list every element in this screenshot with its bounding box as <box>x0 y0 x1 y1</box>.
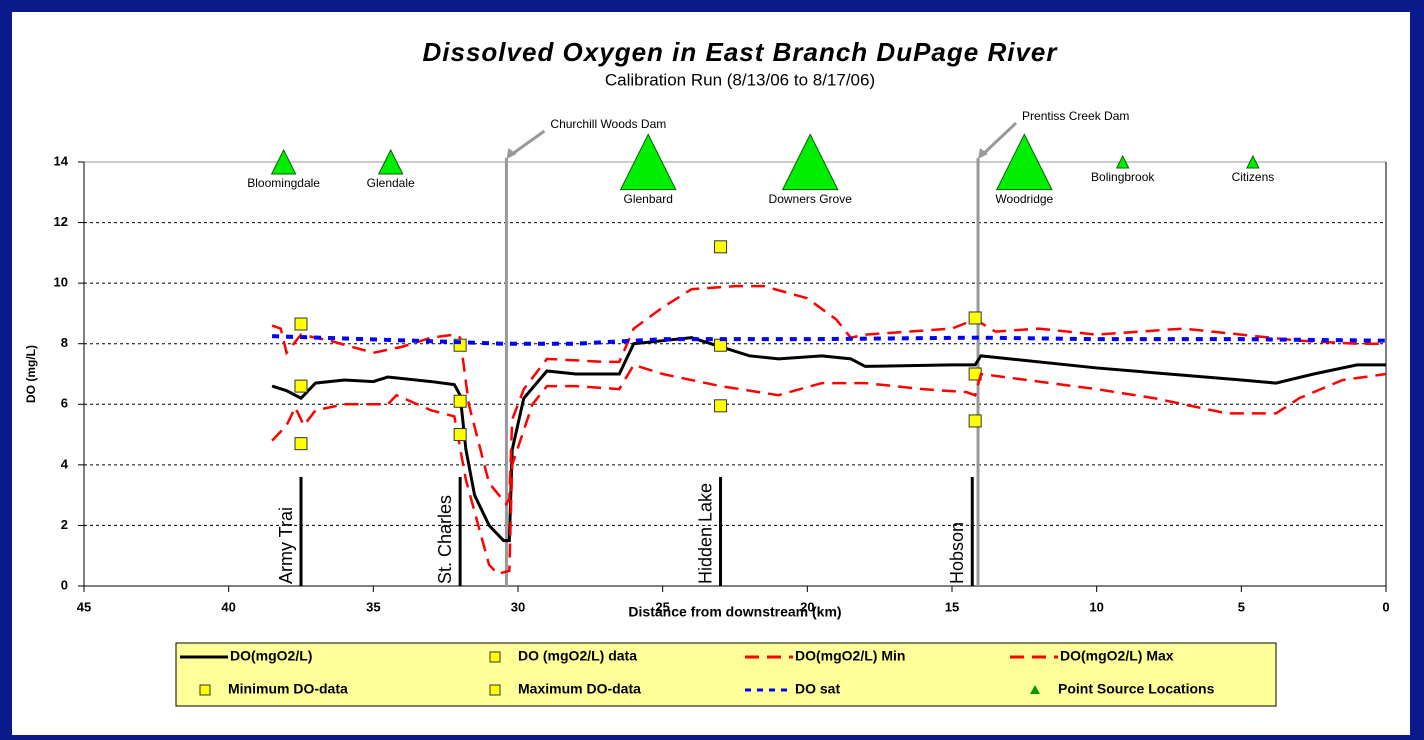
triangle-marker <box>377 148 404 175</box>
x-tick-label: 15 <box>945 599 959 614</box>
point-source-label: Bolingbrook <box>1091 170 1155 184</box>
legend-label: Maximum DO-data <box>518 681 641 697</box>
x-tick-label: 30 <box>511 599 525 614</box>
triangle-marker <box>995 133 1053 191</box>
x-tick-label: 10 <box>1089 599 1103 614</box>
line-series <box>271 336 1386 543</box>
chart-title: Dissolved Oxygen in East Branch DuPage R… <box>423 37 1059 67</box>
line-series <box>271 363 1387 576</box>
point-source-label: Downers Grove <box>769 192 853 206</box>
line-series <box>272 334 1387 346</box>
legend-box <box>175 642 1277 707</box>
x-tick-label: 0 <box>1382 599 1389 614</box>
x-tick-label: 5 <box>1238 599 1245 614</box>
square-marker <box>294 437 308 451</box>
y-tick-label: 2 <box>61 517 68 532</box>
point-source-label: Bloomingdale <box>247 176 320 190</box>
y-tick-label: 6 <box>61 396 68 411</box>
square-marker <box>294 317 308 331</box>
y-tick-label: 4 <box>61 456 69 471</box>
triangle-marker <box>781 133 839 191</box>
square-marker <box>968 311 982 325</box>
y-tick-label: 12 <box>54 214 68 229</box>
square-marker <box>294 379 308 393</box>
legend-symbol <box>199 684 211 696</box>
legend-label: Point Source Locations <box>1058 681 1215 697</box>
square-marker <box>453 428 467 442</box>
x-tick-label: 40 <box>221 599 235 614</box>
y-tick-label: 14 <box>54 153 69 168</box>
legend-symbol <box>1030 685 1040 694</box>
point-source-label: Glendale <box>367 176 415 190</box>
dam-label: Prentiss Creek Dam <box>1022 109 1129 123</box>
legend-label: DO sat <box>795 681 840 697</box>
legend-symbol <box>489 651 501 663</box>
square-marker <box>453 394 467 408</box>
legend-label: DO (mgO2/L) data <box>518 648 637 664</box>
triangle-marker <box>619 133 677 191</box>
triangle-marker <box>1115 154 1130 169</box>
station-label: Army Trai <box>276 507 296 584</box>
chart-subtitle: Calibration Run (8/13/06 to 8/17/06) <box>605 70 875 89</box>
legend-label: DO(mgO2/L) <box>230 648 312 664</box>
dam-arrow <box>980 121 1018 158</box>
legend-symbol <box>489 684 501 696</box>
chart-background <box>12 12 1410 735</box>
square-marker <box>714 399 728 413</box>
legend-label: DO(mgO2/L) Min <box>795 648 905 664</box>
station-label: Hidden Lake <box>695 483 715 584</box>
dam-arrowhead <box>978 148 989 159</box>
x-tick-label: 45 <box>77 599 91 614</box>
y-tick-label: 0 <box>61 577 68 592</box>
dam-arrowhead <box>506 148 517 159</box>
dam-arrow <box>508 129 546 158</box>
station-label: St. Charles <box>435 495 455 584</box>
point-source-label: Glenbard <box>624 192 673 206</box>
line-series <box>271 284 1386 507</box>
legend-label: DO(mgO2/L) Max <box>1060 648 1174 664</box>
square-marker <box>714 240 728 254</box>
x-axis-label: Distance from downstream (km) <box>628 604 841 620</box>
dam-label: Churchill Woods Dam <box>550 117 666 131</box>
y-axis-label: DO (mg/L) <box>24 345 38 403</box>
y-tick-label: 10 <box>54 275 68 290</box>
legend-label: Minimum DO-data <box>228 681 348 697</box>
x-tick-label: 25 <box>655 599 669 614</box>
station-label: Hobson <box>947 522 967 584</box>
triangle-marker <box>270 148 297 175</box>
square-marker <box>968 414 982 428</box>
y-tick-label: 8 <box>61 335 68 350</box>
point-source-label: Woodridge <box>995 192 1053 206</box>
triangle-marker <box>1246 154 1260 169</box>
x-tick-label: 20 <box>800 599 814 614</box>
point-source-label: Citizens <box>1232 170 1275 184</box>
x-tick-label: 35 <box>366 599 380 614</box>
